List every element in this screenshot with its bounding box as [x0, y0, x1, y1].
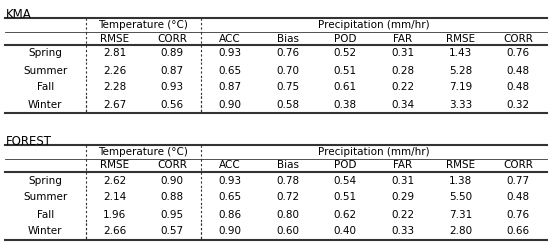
- Text: 0.90: 0.90: [218, 227, 241, 236]
- Text: Fall: Fall: [37, 209, 54, 219]
- Text: Winter: Winter: [28, 227, 63, 236]
- Text: 0.77: 0.77: [507, 175, 530, 185]
- Text: FAR: FAR: [393, 34, 412, 44]
- Text: 0.61: 0.61: [334, 82, 357, 92]
- Text: 0.57: 0.57: [161, 227, 184, 236]
- Text: 1.43: 1.43: [449, 48, 472, 58]
- Text: 0.95: 0.95: [161, 209, 184, 219]
- Text: 0.93: 0.93: [161, 82, 184, 92]
- Text: 0.48: 0.48: [507, 66, 530, 76]
- Text: CORR: CORR: [157, 161, 187, 171]
- Text: 0.80: 0.80: [276, 209, 299, 219]
- Text: POD: POD: [334, 161, 356, 171]
- Text: 0.58: 0.58: [276, 100, 299, 110]
- Text: Precipitation (mm/hr): Precipitation (mm/hr): [318, 147, 430, 157]
- Text: 7.19: 7.19: [449, 82, 472, 92]
- Text: 0.38: 0.38: [334, 100, 357, 110]
- Text: 2.14: 2.14: [103, 193, 126, 203]
- Text: 0.28: 0.28: [391, 66, 414, 76]
- Text: RMSE: RMSE: [100, 161, 129, 171]
- Text: 0.60: 0.60: [276, 227, 299, 236]
- Text: 0.51: 0.51: [334, 193, 357, 203]
- Text: 0.22: 0.22: [391, 209, 414, 219]
- Text: 0.90: 0.90: [161, 175, 184, 185]
- Text: 2.26: 2.26: [103, 66, 126, 76]
- Text: 0.48: 0.48: [507, 193, 530, 203]
- Text: 0.62: 0.62: [334, 209, 357, 219]
- Text: RMSE: RMSE: [100, 34, 129, 44]
- Text: ACC: ACC: [219, 34, 241, 44]
- Text: 0.76: 0.76: [276, 48, 299, 58]
- Text: 2.28: 2.28: [103, 82, 126, 92]
- Text: 0.65: 0.65: [218, 193, 241, 203]
- Text: Spring: Spring: [29, 175, 62, 185]
- Text: 2.81: 2.81: [103, 48, 126, 58]
- Text: Summer: Summer: [23, 66, 68, 76]
- Text: 2.66: 2.66: [103, 227, 126, 236]
- Text: Temperature (°C): Temperature (°C): [98, 20, 188, 30]
- Text: 0.87: 0.87: [218, 82, 241, 92]
- Text: 0.51: 0.51: [334, 66, 357, 76]
- Text: Fall: Fall: [37, 82, 54, 92]
- Text: 0.52: 0.52: [334, 48, 357, 58]
- Text: 2.67: 2.67: [103, 100, 126, 110]
- Text: 0.87: 0.87: [161, 66, 184, 76]
- Text: 0.93: 0.93: [218, 175, 241, 185]
- Text: 0.90: 0.90: [218, 100, 241, 110]
- Text: 0.40: 0.40: [334, 227, 357, 236]
- Text: 0.78: 0.78: [276, 175, 299, 185]
- Text: 5.50: 5.50: [449, 193, 472, 203]
- Text: 0.75: 0.75: [276, 82, 299, 92]
- Text: FAR: FAR: [393, 161, 412, 171]
- Text: KMA: KMA: [6, 8, 32, 21]
- Text: ACC: ACC: [219, 161, 241, 171]
- Text: 0.93: 0.93: [218, 48, 241, 58]
- Text: 3.33: 3.33: [449, 100, 472, 110]
- Text: Summer: Summer: [23, 193, 68, 203]
- Text: Bias: Bias: [277, 34, 299, 44]
- Text: 0.76: 0.76: [507, 209, 530, 219]
- Text: FOREST: FOREST: [6, 135, 52, 148]
- Text: Spring: Spring: [29, 48, 62, 58]
- Text: 0.65: 0.65: [218, 66, 241, 76]
- Text: 7.31: 7.31: [449, 209, 472, 219]
- Text: 0.76: 0.76: [507, 48, 530, 58]
- Text: 0.89: 0.89: [161, 48, 184, 58]
- Text: 0.88: 0.88: [161, 193, 184, 203]
- Text: Temperature (°C): Temperature (°C): [98, 147, 188, 157]
- Text: Precipitation (mm/hr): Precipitation (mm/hr): [318, 20, 430, 30]
- Text: 0.70: 0.70: [276, 66, 299, 76]
- Text: 0.66: 0.66: [507, 227, 530, 236]
- Text: 0.56: 0.56: [161, 100, 184, 110]
- Text: 0.31: 0.31: [391, 175, 414, 185]
- Text: CORR: CORR: [503, 34, 533, 44]
- Text: 0.22: 0.22: [391, 82, 414, 92]
- Text: CORR: CORR: [157, 34, 187, 44]
- Text: 2.80: 2.80: [449, 227, 472, 236]
- Text: Winter: Winter: [28, 100, 63, 110]
- Text: 0.86: 0.86: [218, 209, 241, 219]
- Text: 1.38: 1.38: [449, 175, 472, 185]
- Text: 0.34: 0.34: [391, 100, 414, 110]
- Text: Bias: Bias: [277, 161, 299, 171]
- Text: 2.62: 2.62: [103, 175, 126, 185]
- Text: RMSE: RMSE: [446, 34, 475, 44]
- Text: 0.32: 0.32: [507, 100, 530, 110]
- Text: CORR: CORR: [503, 161, 533, 171]
- Text: POD: POD: [334, 34, 356, 44]
- Text: RMSE: RMSE: [446, 161, 475, 171]
- Text: 5.28: 5.28: [449, 66, 472, 76]
- Text: 0.54: 0.54: [334, 175, 357, 185]
- Text: 0.31: 0.31: [391, 48, 414, 58]
- Text: 0.72: 0.72: [276, 193, 299, 203]
- Text: 1.96: 1.96: [103, 209, 126, 219]
- Text: 0.29: 0.29: [391, 193, 414, 203]
- Text: 0.33: 0.33: [391, 227, 414, 236]
- Text: 0.48: 0.48: [507, 82, 530, 92]
